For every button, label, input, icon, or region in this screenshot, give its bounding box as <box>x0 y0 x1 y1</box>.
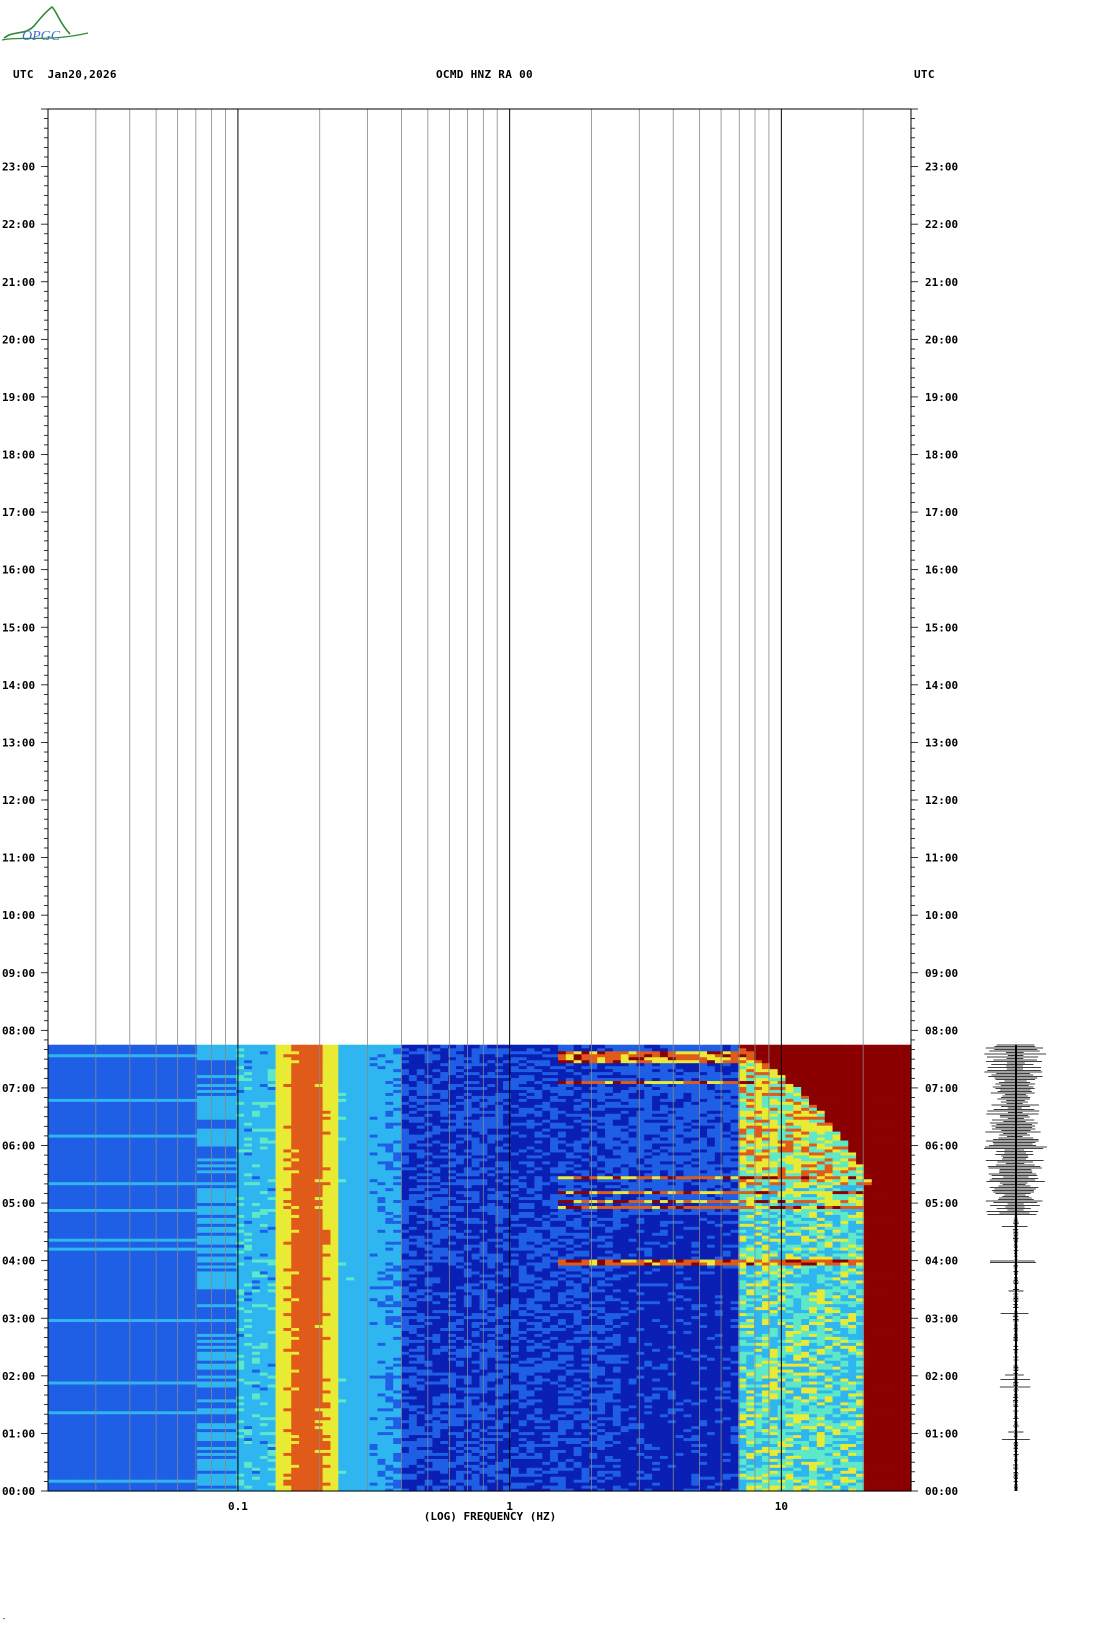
spectrogram-chart: 00:00 00:0001:00 01:0002:00 02:0003:00 03:00… <box>0 0 1102 1634</box>
